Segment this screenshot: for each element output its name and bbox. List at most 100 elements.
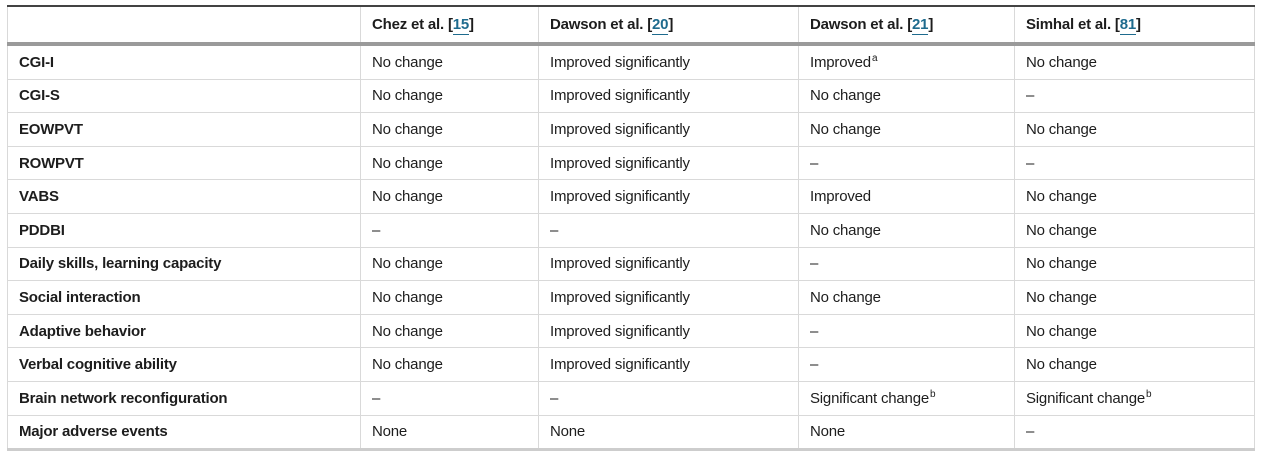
result-cell: No change: [360, 246, 539, 281]
cell-text: No change: [810, 87, 881, 105]
result-cell: Significant changeb: [1014, 380, 1255, 416]
cell-text: No change: [810, 221, 881, 239]
result-cell: Improved significantly: [538, 44, 799, 80]
table-row: ROWPVT No change Improved significantly – –: [7, 145, 1255, 180]
citation-link[interactable]: 20: [652, 16, 669, 35]
cell-text: –: [1026, 423, 1035, 441]
cell-text: No change: [1026, 120, 1097, 138]
cell-text: No change: [372, 188, 443, 206]
citation-link[interactable]: 15: [452, 16, 470, 35]
cell-text: Improved significantly: [550, 288, 690, 306]
row-label: VABS: [7, 179, 361, 214]
row-label: Brain network reconfiguration: [7, 380, 361, 416]
cell-text: No change: [372, 154, 443, 172]
result-cell: No change: [360, 112, 539, 147]
table-row: Daily skills, learning capacity No change…: [7, 246, 1255, 281]
result-cell: –: [798, 145, 1015, 180]
table-row: VABS No change Improved significantly Impro…: [7, 179, 1255, 214]
result-cell: No change: [1014, 347, 1255, 382]
cell-text: –: [810, 356, 819, 374]
study-outcomes-table: Chez et al. [15] Dawson et al. [20] Dawson…: [7, 5, 1255, 451]
result-cell: No change: [1014, 212, 1255, 248]
result-cell: None: [798, 414, 1015, 450]
cell-text: No change: [1026, 356, 1097, 374]
table-body: CGI-I No change Improved significantly Impr…: [7, 44, 1255, 450]
result-cell: Improved significantly: [538, 246, 799, 281]
result-cell: No change: [798, 78, 1015, 113]
result-cell: Improved significantly: [538, 313, 799, 348]
study-column-header: Dawson et al. [21]: [798, 6, 1015, 46]
row-label: Social interaction: [7, 280, 361, 315]
cell-text: –: [372, 389, 381, 407]
result-cell: –: [360, 380, 539, 416]
row-label: Adaptive behavior: [7, 313, 361, 348]
result-cell: No change: [360, 347, 539, 382]
result-cell: Improved: [798, 179, 1015, 214]
row-label: EOWPVT: [7, 112, 361, 147]
result-cell: No change: [360, 145, 539, 180]
footnote-marker: a: [871, 52, 878, 64]
row-label: Major adverse events: [7, 414, 361, 450]
row-label: Verbal cognitive ability: [7, 347, 361, 382]
result-cell: No change: [360, 44, 539, 80]
result-cell: –: [1014, 145, 1255, 180]
result-cell: No change: [1014, 246, 1255, 281]
result-cell: No change: [360, 179, 539, 214]
cell-text: –: [810, 322, 819, 340]
table-row: Major adverse events None None None –: [7, 414, 1255, 450]
cell-text: –: [810, 255, 819, 273]
cell-text: Improved significantly: [550, 87, 690, 105]
outcomes-table-container: Chez et al. [15] Dawson et al. [20] Dawson…: [7, 5, 1255, 451]
result-cell: –: [360, 212, 539, 248]
citation-link[interactable]: 21: [912, 16, 929, 35]
result-cell: No change: [798, 112, 1015, 147]
cell-text: –: [1026, 154, 1035, 172]
row-label: CGI-I: [7, 44, 361, 80]
cell-text: Improved significantly: [550, 188, 690, 206]
result-cell: Improved significantly: [538, 179, 799, 214]
cell-text: None: [372, 423, 408, 441]
cell-text: Improved: [810, 188, 871, 206]
table-row: Verbal cognitive ability No change Improve…: [7, 347, 1255, 382]
cell-text: Improved significantly: [550, 120, 690, 138]
cell-text: No change: [1026, 221, 1097, 239]
result-cell: –: [538, 380, 799, 416]
footnote-marker: b: [930, 388, 936, 400]
cell-text: Improved significantly: [550, 322, 690, 340]
cell-text: –: [550, 389, 559, 407]
cell-text: No change: [372, 356, 443, 374]
result-cell: No change: [1014, 112, 1255, 147]
result-cell: –: [798, 313, 1015, 348]
result-cell: No change: [360, 78, 539, 113]
cell-text: –: [372, 221, 381, 239]
result-cell: –: [798, 246, 1015, 281]
result-cell: Improveda: [798, 44, 1015, 80]
cell-text: No change: [1026, 255, 1097, 273]
table-row: Social interaction No change Improved sign…: [7, 280, 1255, 315]
result-cell: No change: [1014, 313, 1255, 348]
result-cell: No change: [798, 280, 1015, 315]
cell-text: No change: [372, 255, 443, 273]
cell-text: –: [550, 221, 559, 239]
cell-text: No change: [372, 322, 443, 340]
cell-text: No change: [1026, 188, 1097, 206]
table-row: CGI-I No change Improved significantly Impr…: [7, 44, 1255, 80]
study-column-header: Simhal et al. [81]: [1014, 6, 1255, 46]
result-cell: Improved significantly: [538, 78, 799, 113]
cell-text: No change: [1026, 322, 1097, 340]
cell-text: No change: [810, 288, 881, 306]
citation-link[interactable]: 81: [1119, 16, 1136, 35]
result-cell: No change: [798, 212, 1015, 248]
cell-text: Improved significantly: [550, 154, 690, 172]
result-cell: None: [538, 414, 799, 450]
cell-text: No change: [372, 53, 443, 71]
result-cell: None: [360, 414, 539, 450]
study-column-header: Chez et al. [15]: [360, 6, 539, 46]
cell-text: Improved: [810, 53, 871, 71]
cell-text: No change: [372, 288, 443, 306]
cell-text: –: [1026, 87, 1035, 105]
table-row: CGI-S No change Improved significantly No c…: [7, 78, 1255, 113]
cell-text: No change: [372, 120, 443, 138]
result-cell: –: [798, 347, 1015, 382]
result-cell: Improved significantly: [538, 112, 799, 147]
